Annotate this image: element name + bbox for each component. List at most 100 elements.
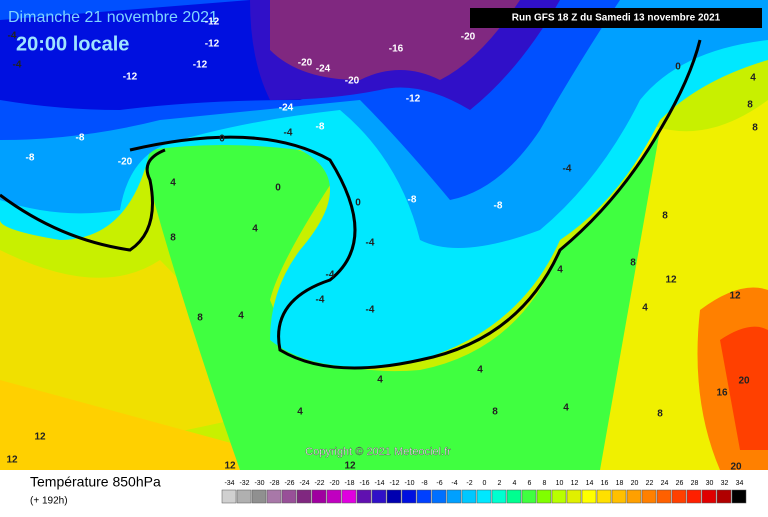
legend-swatch	[371, 489, 387, 504]
legend-swatch	[521, 489, 537, 504]
legend-value: 8	[543, 480, 547, 487]
contour-label: 8	[657, 409, 663, 420]
contour-label: -4	[284, 128, 293, 139]
legend-swatch	[626, 489, 642, 504]
contour-label: 12	[344, 461, 356, 472]
contour-label: 12	[34, 432, 46, 443]
legend-value: 2	[498, 480, 502, 487]
legend-swatch	[311, 489, 327, 504]
legend-value: 16	[601, 480, 609, 487]
legend-value: -16	[359, 480, 369, 487]
contour-label: 16	[716, 388, 728, 399]
legend-swatch	[581, 489, 597, 504]
contour-label: 4	[557, 265, 563, 276]
legend-swatch	[386, 489, 402, 504]
legend-swatch	[536, 489, 552, 504]
legend-swatch	[281, 489, 297, 504]
contour-label: -4	[366, 238, 375, 249]
legend-swatch	[446, 489, 462, 504]
legend-value: 12	[571, 480, 579, 487]
legend-value: -18	[344, 480, 354, 487]
legend-swatch	[566, 489, 582, 504]
legend-swatch	[266, 489, 282, 504]
legend-swatch	[656, 489, 672, 504]
legend-value: -6	[436, 480, 442, 487]
run-box	[470, 8, 762, 28]
legend-swatch	[701, 489, 717, 504]
legend-swatch	[671, 489, 687, 504]
legend-value: 24	[661, 480, 669, 487]
legend-swatch	[596, 489, 612, 504]
map-date: Dimanche 21 novembre 2021	[8, 9, 218, 26]
legend-swatch	[731, 489, 747, 504]
contour-label: 4	[477, 365, 483, 376]
legend-swatch	[491, 489, 507, 504]
legend-swatch	[461, 489, 477, 504]
legend-value: 28	[691, 480, 699, 487]
legend-value: 26	[676, 480, 684, 487]
legend-value: 4	[513, 480, 517, 487]
legend-value: -34	[224, 480, 234, 487]
contour-label: -4	[366, 305, 375, 316]
copyright: Copyright © 2021 Meteociel.fr	[305, 446, 451, 458]
legend-swatch	[476, 489, 492, 504]
contour-label: 8	[747, 100, 753, 111]
contour-label: -8	[26, 153, 35, 164]
legend-value: 20	[631, 480, 639, 487]
contour-label: -12	[123, 72, 138, 83]
legend-swatch	[506, 489, 522, 504]
contour-label: 0	[275, 183, 281, 194]
legend-value: -24	[299, 480, 309, 487]
contour-label: 8	[752, 123, 758, 134]
legend-value: -28	[269, 480, 279, 487]
legend-swatch	[686, 489, 702, 504]
contour-label: 0	[675, 62, 681, 73]
contour-label: 8	[662, 211, 668, 222]
legend-swatch	[611, 489, 627, 504]
contour-label: 12	[224, 461, 236, 472]
contour-label: 8	[170, 233, 176, 244]
contour-label: -12	[205, 17, 220, 28]
legend-value: -30	[254, 480, 264, 487]
legend-value: -32	[239, 480, 249, 487]
contour-label: 12	[665, 275, 677, 286]
legend-value: -26	[284, 480, 294, 487]
legend-swatch	[716, 489, 732, 504]
legend-swatch	[326, 489, 342, 504]
contour-label: 0	[219, 134, 225, 145]
map-time: 20:00 locale	[16, 33, 129, 55]
contour-label: 12	[6, 455, 18, 466]
legend-subtitle: (+ 192h)	[30, 496, 68, 507]
run-info: Run GFS 18 Z du Samedi 13 novembre 2021	[512, 13, 721, 24]
legend-value: 32	[721, 480, 729, 487]
legend-title: Température 850hPa	[30, 474, 161, 490]
contour-label: -12	[406, 94, 421, 105]
contour-label: 4	[297, 407, 303, 418]
legend-swatch	[296, 489, 312, 504]
contour-label: 20	[738, 376, 750, 387]
contour-label: 8	[630, 258, 636, 269]
legend-swatch	[431, 489, 447, 504]
legend-swatch	[641, 489, 657, 504]
contour-label: -4	[563, 164, 572, 175]
legend-swatch	[356, 489, 372, 504]
legend-value: 30	[706, 480, 714, 487]
legend-swatch	[401, 489, 417, 504]
contour-label: -20	[298, 58, 313, 69]
legend-swatch	[551, 489, 567, 504]
contour-label: 8	[492, 407, 498, 418]
contour-label: -8	[316, 122, 325, 133]
contour-label: -4	[8, 31, 17, 42]
legend-swatch	[341, 489, 357, 504]
legend-value: -20	[329, 480, 339, 487]
contour-label: 4	[642, 303, 648, 314]
contour-label: 20	[730, 462, 742, 473]
contour-label: -8	[494, 201, 503, 212]
contour-label: 0	[355, 198, 361, 209]
legend-value: 10	[556, 480, 564, 487]
contour-label: 4	[238, 311, 244, 322]
contour-label: 4	[377, 375, 383, 386]
legend-value: 6	[528, 480, 532, 487]
legend-value: -14	[374, 480, 384, 487]
